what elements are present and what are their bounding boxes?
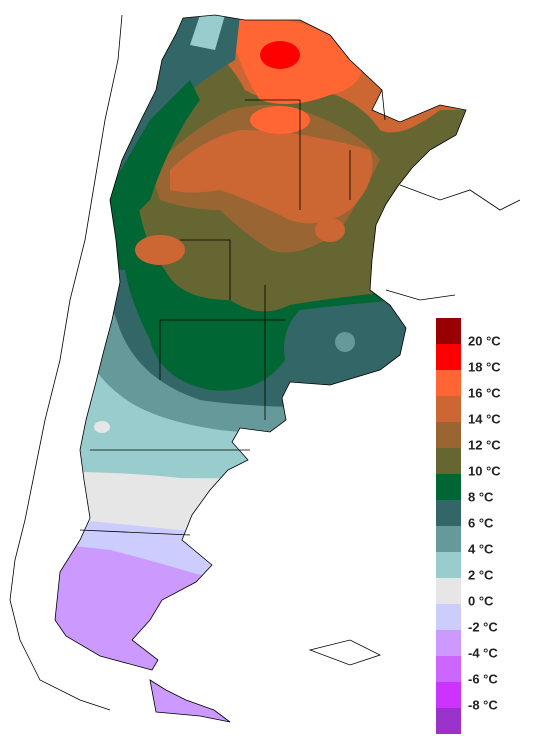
legend-swatch — [436, 656, 461, 682]
legend-label: 18 °C — [468, 359, 501, 374]
legend-swatch — [436, 682, 461, 708]
legend-label: 16 °C — [468, 385, 501, 400]
legend-swatch — [436, 604, 461, 630]
legend-swatch — [436, 474, 461, 500]
legend-swatch — [436, 552, 461, 578]
legend-swatch — [436, 526, 461, 552]
legend-swatch — [436, 630, 461, 656]
legend-label: 20 °C — [468, 333, 501, 348]
legend-label: 10 °C — [468, 463, 501, 478]
legend-label: -2 °C — [468, 619, 498, 634]
legend-label: 14 °C — [468, 411, 501, 426]
legend-label: 8 °C — [468, 489, 494, 504]
legend-label: -6 °C — [468, 671, 498, 686]
legend-label: 0 °C — [468, 593, 494, 608]
legend-swatch — [436, 396, 461, 422]
borders — [9, 14, 521, 723]
legend-swatch — [436, 344, 461, 370]
legend-label: 4 °C — [468, 541, 494, 556]
legend-label: -4 °C — [468, 645, 498, 660]
legend-swatch — [436, 578, 461, 604]
legend-swatch — [436, 318, 461, 344]
legend-label: 12 °C — [468, 437, 501, 452]
legend-swatch — [436, 448, 461, 474]
legend-label: -8 °C — [468, 697, 498, 712]
legend-label: 2 °C — [468, 567, 494, 582]
legend-label: 6 °C — [468, 515, 494, 530]
legend-swatch — [436, 708, 461, 734]
legend-swatch — [436, 500, 461, 526]
legend-swatch — [436, 422, 461, 448]
legend: 20 °C 18 °C 16 °C 14 °C 12 °C 10 °C 8 °C 6 °C 4 … — [436, 318, 501, 734]
legend-swatch — [436, 370, 461, 396]
